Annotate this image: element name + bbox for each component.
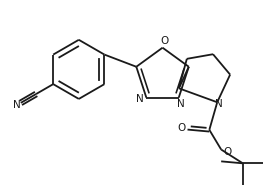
Text: N: N [215,99,223,109]
Text: N: N [177,99,185,109]
Text: O: O [178,123,186,133]
Text: O: O [223,146,231,157]
Text: O: O [160,36,169,46]
Text: N: N [136,94,143,104]
Text: N: N [13,100,20,110]
